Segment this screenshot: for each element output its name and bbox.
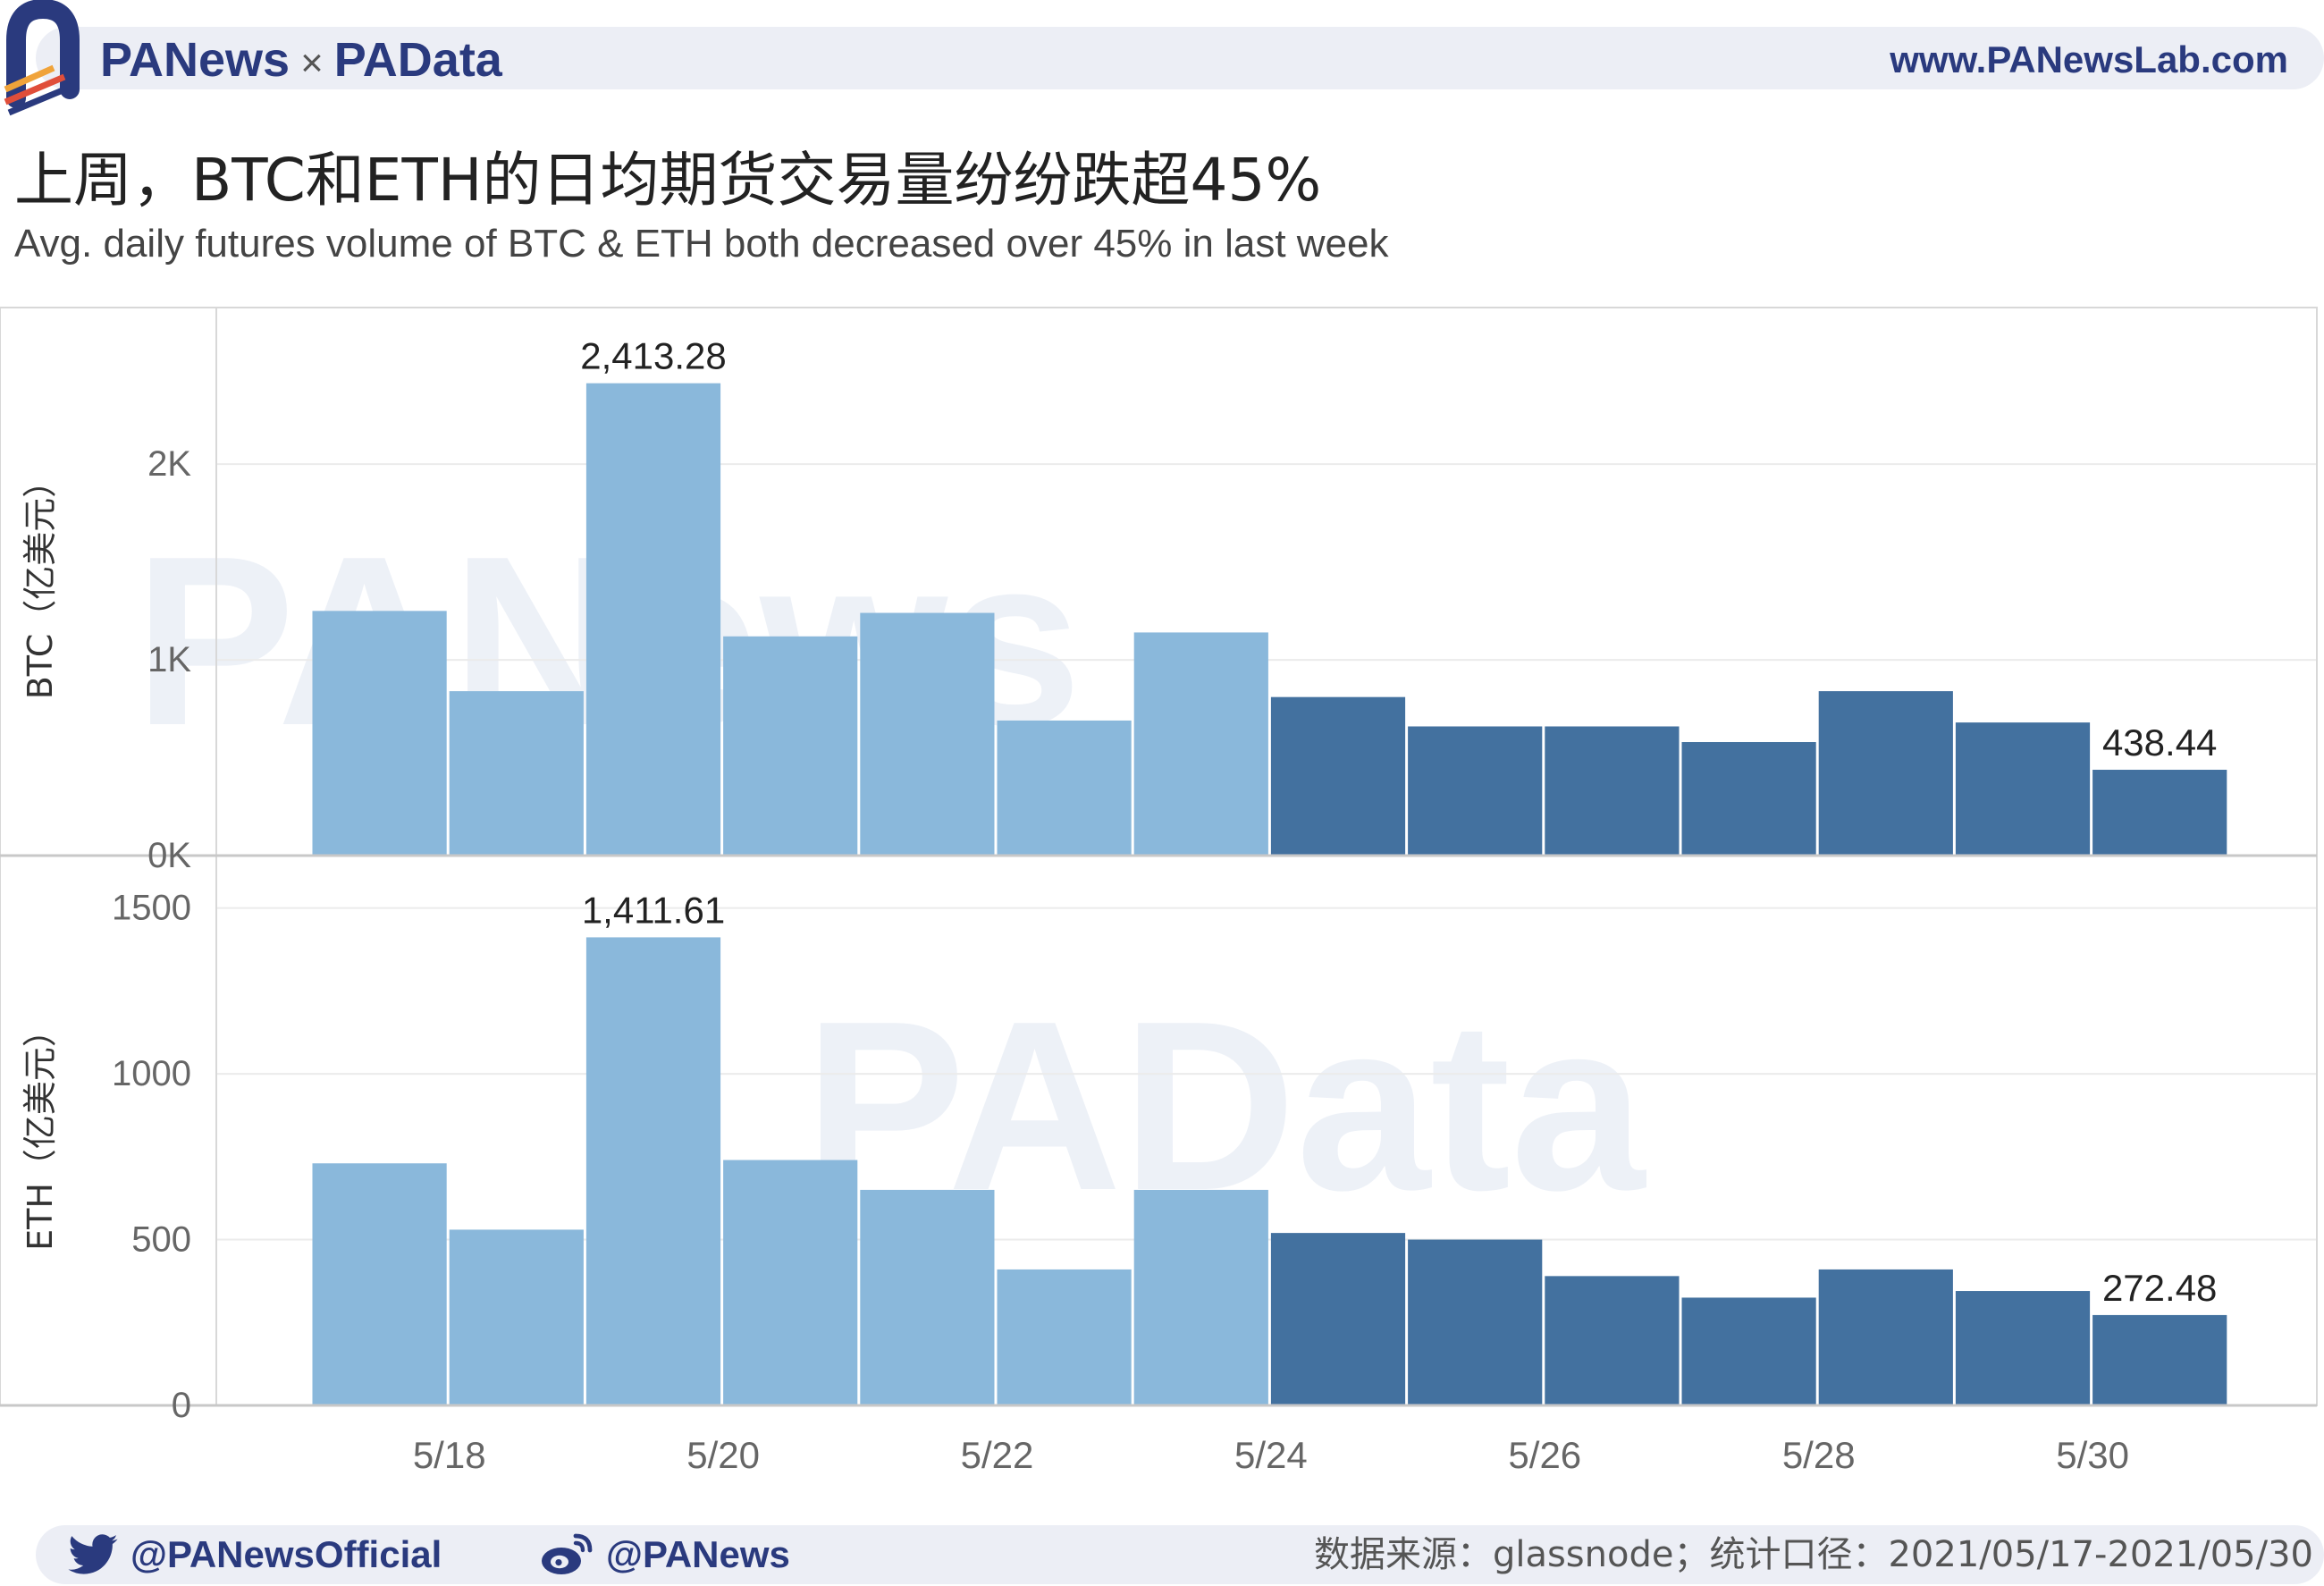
bar-eth-5-18: [449, 1229, 584, 1405]
y-axis-title-eth: ETH（亿美元）: [21, 1013, 60, 1251]
weibo-icon: [542, 1533, 593, 1574]
brand-separator: ×: [300, 41, 324, 85]
bar-eth-5-27: [1681, 1297, 1816, 1405]
data-label-eth: 272.48: [2102, 1267, 2217, 1309]
bar-btc-5-25: [1408, 726, 1543, 856]
x-tick-label: 5/24: [1234, 1434, 1308, 1476]
panews-logo-icon: [4, 0, 80, 116]
bar-eth-5-29: [1955, 1291, 2091, 1405]
twitter-account[interactable]: @PANewsOfficial: [68, 1525, 442, 1584]
bar-btc-5-27: [1681, 742, 1816, 856]
bar-btc-5-28: [1818, 691, 1953, 856]
x-tick-label: 5/28: [1782, 1434, 1856, 1476]
bar-btc-5-26: [1545, 726, 1680, 856]
brand-panews: PANews: [100, 33, 290, 87]
y-tick-label-btc: 2K: [147, 444, 191, 484]
bar-eth-5-17: [312, 1163, 447, 1405]
y-tick-label-eth: 1000: [112, 1054, 191, 1093]
brand-padata: PAData: [333, 33, 502, 87]
y-tick-label-btc: 1K: [147, 640, 191, 679]
twitter-handle: @PANewsOfficial: [131, 1533, 442, 1575]
bar-eth-5-28: [1818, 1269, 1953, 1405]
brand-title: PANews × PAData: [100, 29, 502, 91]
bar-btc-5-17: [312, 611, 447, 856]
bar-eth-5-20: [723, 1160, 858, 1405]
header-bar: [36, 27, 2324, 89]
data-label-eth: 1,411.61: [582, 889, 725, 931]
bar-btc-5-23: [1133, 632, 1268, 856]
bar-eth-5-21: [860, 1189, 995, 1405]
bar-btc-5-24: [1270, 696, 1406, 856]
bar-chart: PANews PAData 0K1K2K2,413.28438.44BTC（亿美…: [0, 307, 2318, 1476]
bar-btc-5-18: [449, 691, 584, 856]
weibo-account[interactable]: @PANews: [540, 1525, 790, 1584]
x-tick-label: 5/18: [413, 1434, 486, 1476]
bar-btc-5-22: [997, 720, 1132, 856]
data-label-btc: 438.44: [2102, 721, 2217, 763]
y-axis-title-btc: BTC（亿美元）: [21, 464, 60, 700]
x-tick-label: 5/20: [686, 1434, 760, 1476]
y-tick-label-btc: 0K: [147, 836, 191, 875]
bar-btc-5-21: [860, 612, 995, 856]
bar-eth-5-22: [997, 1269, 1132, 1405]
weibo-handle: @PANews: [606, 1533, 790, 1575]
bar-eth-5-30: [2092, 1314, 2227, 1405]
footer-bar: [36, 1525, 2324, 1584]
site-url-link[interactable]: www.PANewsLab.com: [1890, 38, 2288, 80]
y-tick-label-eth: 1500: [112, 889, 191, 928]
bar-eth-5-25: [1408, 1239, 1543, 1405]
bar-eth-5-26: [1545, 1276, 1680, 1405]
data-source-note: 数据来源：glassnode；统计口径：2021/05/17-2021/05/3…: [1313, 1534, 2313, 1575]
twitter-icon: [68, 1534, 118, 1574]
chart-subtitle: Avg. daily futures volume of BTC & ETH b…: [14, 222, 1389, 266]
bar-eth-5-24: [1270, 1233, 1406, 1405]
y-tick-label-eth: 0: [172, 1386, 191, 1425]
bar-eth-5-23: [1133, 1189, 1268, 1405]
bar-btc-5-19: [585, 383, 721, 856]
chart-title: 上周，BTC和ETH的日均期货交易量纷纷跌超45%: [14, 146, 1322, 215]
bar-btc-5-29: [1955, 722, 2091, 856]
bar-eth-5-19: [585, 937, 721, 1405]
bar-btc-5-20: [723, 636, 858, 856]
x-tick-label: 5/30: [2056, 1434, 2129, 1476]
label-layer: 0K 1K 2K 2,413.28 438.44 BTC（亿美元） 0 500 1000 1500…: [21, 335, 2217, 1476]
bar-btc-5-30: [2092, 770, 2227, 856]
x-tick-label: 5/26: [1508, 1434, 1581, 1476]
y-tick-label-eth: 500: [131, 1220, 191, 1260]
frame-layer: [0, 307, 2318, 1407]
x-tick-label: 5/22: [961, 1434, 1034, 1476]
bars-layer: [312, 383, 2227, 1405]
data-label-btc: 2,413.28: [580, 335, 727, 377]
